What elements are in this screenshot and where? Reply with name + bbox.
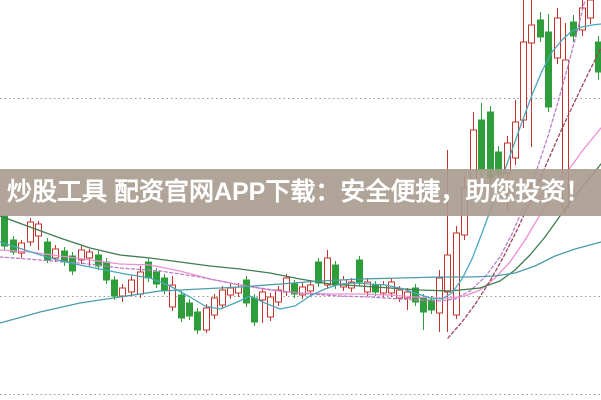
candle-down <box>1 215 8 247</box>
candle-up <box>119 287 126 297</box>
candle-up <box>436 277 443 314</box>
candle-up <box>78 249 85 261</box>
candle-down <box>595 41 601 73</box>
candle-down <box>478 119 485 171</box>
candle-up <box>396 289 403 299</box>
candle-up <box>86 251 93 259</box>
candle-up <box>137 271 144 295</box>
candle-up <box>299 286 306 296</box>
candle-up <box>235 286 242 294</box>
candle-up <box>52 248 59 259</box>
promo-banner-text: 炒股工具 配资官网APP下载：安全便捷，助您投资！ <box>7 178 591 206</box>
candle-down <box>537 19 544 38</box>
candle-down <box>186 302 193 317</box>
candle-down <box>412 287 419 303</box>
candle-up <box>587 0 594 19</box>
candle-down <box>356 259 363 283</box>
promo-banner[interactable]: 炒股工具 配资官网APP下载：安全便捷，助您投资！ <box>0 169 601 216</box>
candle-up <box>453 232 460 316</box>
candle-up <box>444 254 451 293</box>
candle-up <box>267 296 274 318</box>
candle-up <box>283 277 290 293</box>
candle-up <box>27 221 34 243</box>
candle-down <box>545 31 552 108</box>
candle-up <box>380 284 387 294</box>
candle-down <box>291 283 298 295</box>
candle-up <box>219 289 226 306</box>
candle-up <box>554 17 561 59</box>
candle-down <box>153 271 160 285</box>
candle-down <box>178 294 185 319</box>
candle-up <box>128 279 135 293</box>
ma-cyan-line <box>0 23 601 310</box>
candle-up <box>211 297 218 316</box>
ma-teal-line <box>0 241 601 324</box>
candle-up <box>227 287 234 296</box>
candle-up <box>169 284 176 308</box>
candle-down <box>194 311 201 331</box>
candle-down <box>111 279 118 297</box>
candle-down <box>428 299 435 311</box>
candle-up <box>528 24 535 44</box>
candle-up <box>275 289 282 303</box>
ma-green-line <box>0 163 601 292</box>
candle-up <box>520 41 527 121</box>
ma-pink-line <box>0 127 601 299</box>
ma-violet-line <box>0 0 586 302</box>
candle-up <box>324 257 331 286</box>
candle-up <box>203 307 210 331</box>
candle-down <box>44 241 51 261</box>
candle-up <box>404 291 411 299</box>
candle-down <box>332 264 339 286</box>
candle-down <box>372 284 379 293</box>
candle-up <box>307 284 314 292</box>
candle-down <box>315 261 322 284</box>
candle-down <box>243 279 250 304</box>
candle-up <box>259 291 266 301</box>
candle-down <box>251 297 258 323</box>
